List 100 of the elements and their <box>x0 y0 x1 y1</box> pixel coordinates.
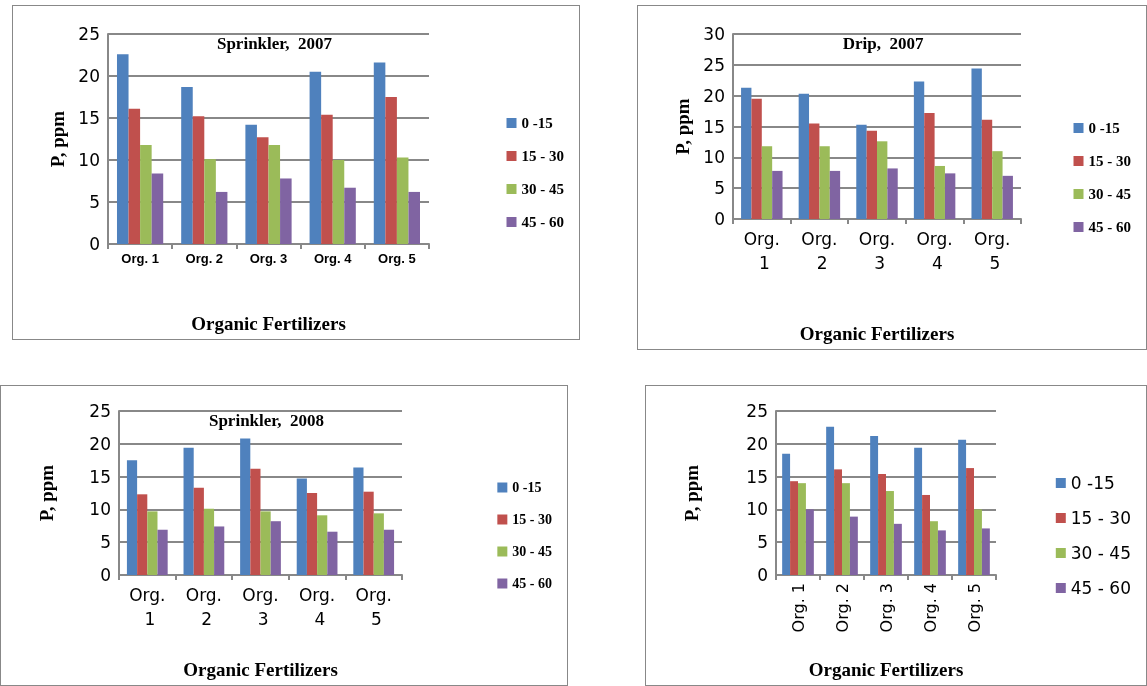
bar <box>878 473 886 575</box>
bar <box>913 81 925 219</box>
legend-label: 30 - 45 <box>1088 186 1131 202</box>
bar <box>944 173 956 219</box>
bar <box>137 494 148 575</box>
bar <box>751 98 762 219</box>
legend-label: 0 -15 <box>1070 473 1115 493</box>
bar <box>151 173 164 244</box>
legend-label: 30 - 45 <box>1070 543 1132 563</box>
legend-label: 15 - 30 <box>521 148 564 164</box>
bar <box>309 71 322 244</box>
y-tick-label: 25 <box>78 24 100 44</box>
bar <box>971 68 982 219</box>
x-tick-label: Org. 5 <box>355 585 392 629</box>
chart-title: Sprinkler, 2007 <box>216 34 333 53</box>
x-tick-label: Org. 4 <box>298 585 336 629</box>
y-tick-label: 0 <box>89 234 100 254</box>
x-tick-label: Org. 1 <box>788 583 808 633</box>
bar <box>886 491 894 575</box>
bar <box>214 526 225 575</box>
bar <box>958 439 967 575</box>
y-tick-label: 10 <box>89 499 111 520</box>
bar <box>809 123 820 219</box>
bar <box>306 493 318 575</box>
legend-label: 15 - 30 <box>1070 508 1132 528</box>
legend-label: 0 -15 <box>512 480 542 495</box>
y-tick-label: 25 <box>89 401 111 421</box>
legend-label: 15 - 30 <box>512 512 553 527</box>
y-tick-label: 25 <box>746 401 768 421</box>
x-tick-label: Org. 3 <box>249 251 288 266</box>
x-axis-title: Organic Fertilizers <box>183 659 338 680</box>
x-tick-label: Org. 2 <box>832 583 852 633</box>
x-tick-label: Org. 5 <box>974 229 1011 273</box>
y-tick-label: 20 <box>703 85 725 106</box>
y-axis-title: P, ppm <box>672 98 694 155</box>
bar <box>805 509 814 575</box>
bar <box>826 426 835 575</box>
bar <box>782 453 791 575</box>
bar <box>856 124 867 219</box>
bar <box>893 523 902 575</box>
bar <box>126 460 138 575</box>
x-tick-label: Org. 1 <box>743 229 780 273</box>
bar <box>128 108 141 244</box>
y-tick-label: 5 <box>100 532 111 553</box>
x-tick-label: Org. 5 <box>964 583 984 633</box>
bar <box>937 530 946 575</box>
legend-label: 0 -15 <box>1088 120 1120 136</box>
bar <box>981 528 990 575</box>
bar <box>930 521 938 575</box>
y-tick-label: 15 <box>746 466 768 487</box>
bar <box>296 478 307 575</box>
legend-label: 0 -15 <box>521 115 553 131</box>
y-tick-label: 15 <box>78 108 100 128</box>
bar <box>1002 175 1013 219</box>
x-axis-title: Organic Fertilizers <box>799 323 955 344</box>
bar <box>256 137 269 244</box>
bar <box>887 168 898 219</box>
x-tick-label: Org. 2 <box>185 585 223 629</box>
bar <box>373 513 384 575</box>
x-tick-label: Org. 4 <box>916 229 953 273</box>
x-tick-label: Org. 2 <box>801 229 838 273</box>
chart-title: Sprinkler, 2008 <box>208 411 325 430</box>
bar <box>870 435 879 575</box>
y-tick-label: 15 <box>89 466 111 487</box>
bar <box>829 170 841 219</box>
x-axis-title: Organic Fertilizers <box>808 659 964 680</box>
bar <box>974 509 982 575</box>
y-tick-label: 0 <box>100 565 111 585</box>
x-tick-label: Org. 5 <box>378 251 416 266</box>
y-tick-label: 20 <box>78 66 100 86</box>
y-tick-label: 25 <box>703 54 725 75</box>
bar <box>240 438 251 575</box>
bar <box>344 187 356 244</box>
x-tick-label: Org. 4 <box>313 251 353 266</box>
bar <box>819 146 830 219</box>
bar <box>849 516 858 575</box>
y-tick-label: 20 <box>89 433 111 454</box>
bar <box>741 87 752 219</box>
bar <box>157 529 168 575</box>
bar <box>761 146 773 219</box>
legend-label: 45 - 60 <box>1070 578 1132 598</box>
x-tick-label: Org. 2 <box>185 251 224 266</box>
y-tick-label: 10 <box>703 147 725 168</box>
bar <box>396 157 409 244</box>
bar <box>992 151 1003 219</box>
bar <box>363 491 374 575</box>
x-tick-label: Org. 1 <box>129 585 166 629</box>
y-axis-title: P, ppm <box>47 110 69 168</box>
bar <box>934 165 945 219</box>
x-tick-label: Org. 3 <box>242 585 279 629</box>
bar <box>317 515 328 575</box>
x-axis-title: Organic Fertilizers <box>191 313 346 334</box>
legend-label: 45 - 60 <box>521 214 564 230</box>
y-tick-label: 5 <box>714 178 725 199</box>
bar <box>116 54 129 244</box>
y-tick-label: 5 <box>757 532 768 553</box>
bar <box>834 469 842 575</box>
bar <box>147 511 158 575</box>
x-tick-label: Org. 4 <box>920 583 940 633</box>
y-tick-label: 5 <box>89 192 100 212</box>
